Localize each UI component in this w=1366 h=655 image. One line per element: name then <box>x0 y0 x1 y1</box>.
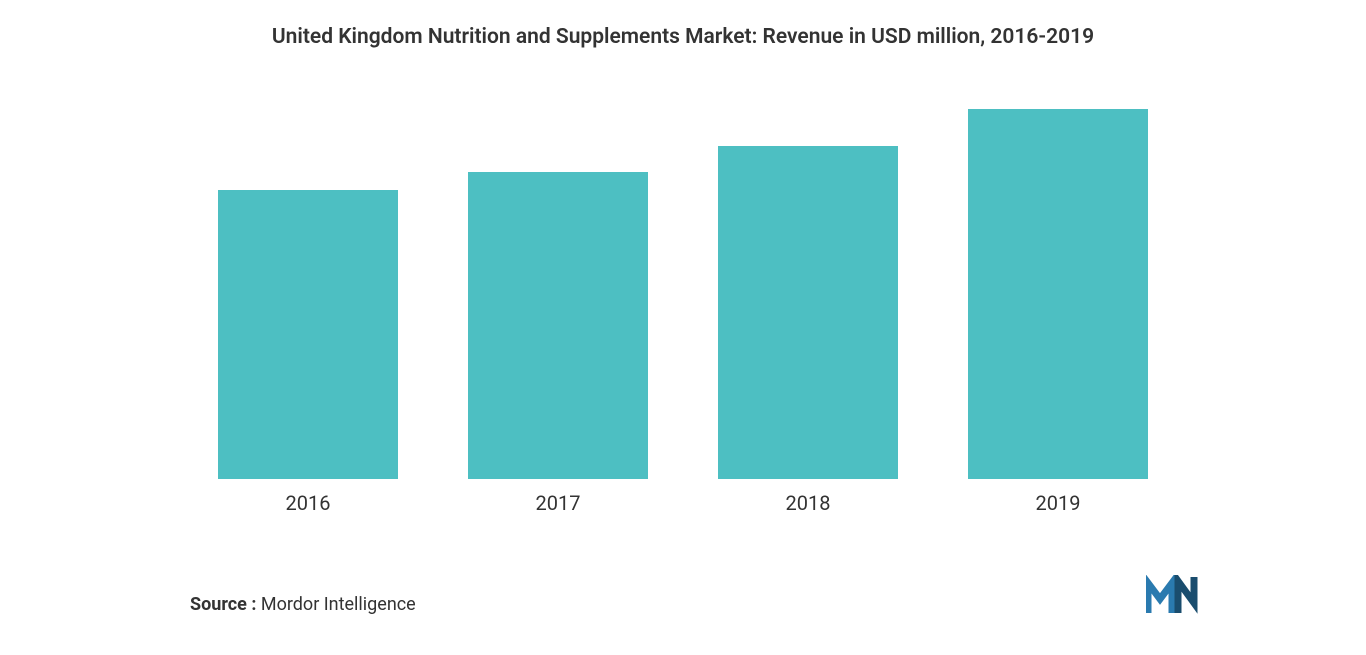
footer: Source : Mordor Intelligence <box>60 575 1306 615</box>
source-citation: Source : Mordor Intelligence <box>190 594 416 615</box>
bar-group-2019: 2019 <box>968 79 1148 515</box>
source-label: Source : <box>190 594 256 615</box>
bar-group-2018: 2018 <box>718 79 898 515</box>
brand-logo-icon <box>1146 575 1206 615</box>
bar-2019 <box>968 109 1148 479</box>
bar-2017 <box>468 172 648 479</box>
bar-label-2016: 2016 <box>286 491 331 515</box>
bar-2018 <box>718 146 898 479</box>
bar-group-2017: 2017 <box>468 79 648 515</box>
bar-label-2018: 2018 <box>786 491 831 515</box>
chart-container: United Kingdom Nutrition and Supplements… <box>0 0 1366 655</box>
chart-title: United Kingdom Nutrition and Supplements… <box>60 25 1306 49</box>
plot-area: 2016 2017 2018 2019 <box>60 79 1306 515</box>
bar-label-2017: 2017 <box>536 491 581 515</box>
bar-2016 <box>218 190 398 479</box>
bar-label-2019: 2019 <box>1036 491 1081 515</box>
source-text: Mordor Intelligence <box>256 594 415 615</box>
bar-group-2016: 2016 <box>218 79 398 515</box>
